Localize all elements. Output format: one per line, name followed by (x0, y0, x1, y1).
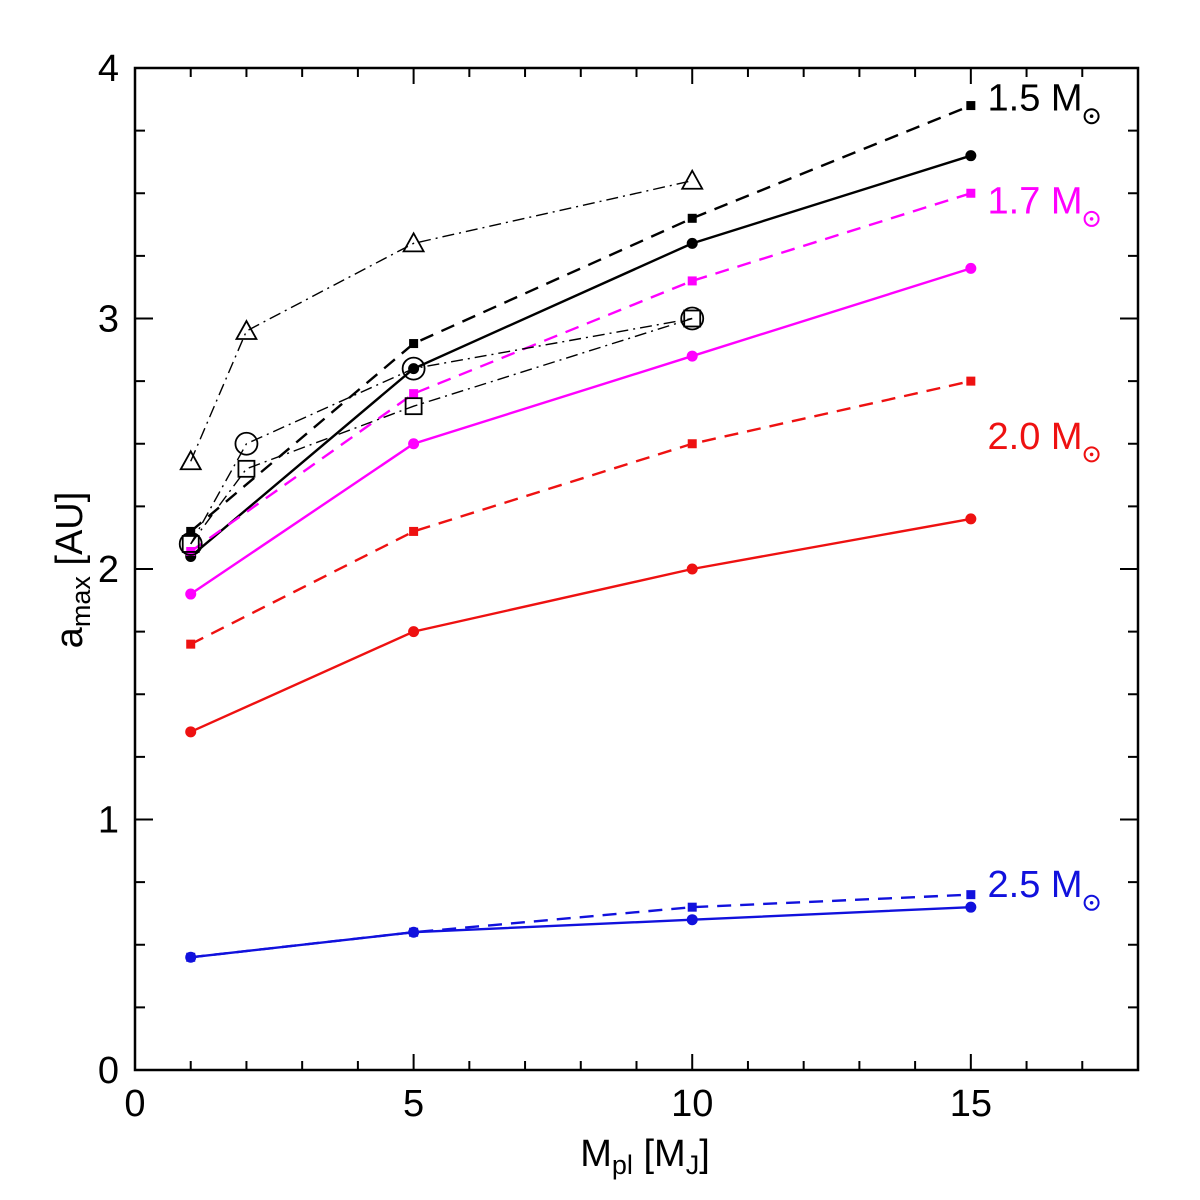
data-point (234, 319, 258, 340)
x-tick-label: 0 (124, 1083, 145, 1125)
x-axis-label-unit: M (654, 1133, 686, 1175)
data-point (234, 431, 259, 456)
series-label-red: 2.0 M (988, 416, 1100, 463)
series-line (190, 180, 693, 462)
series-line (190, 267, 972, 596)
data-point (181, 535, 200, 553)
y-tick-label: 4 (98, 48, 119, 90)
sun-symbol-icon (1083, 446, 1100, 463)
data-point (966, 376, 976, 386)
series-line (190, 379, 972, 646)
series-line (190, 517, 972, 733)
sun-symbol-dot (1089, 900, 1094, 905)
series-label-text: 2.0 M (988, 416, 1083, 458)
data-point (401, 356, 426, 381)
data-point (186, 526, 196, 536)
data-point (966, 188, 976, 198)
series-2-0-msun-solid (185, 513, 977, 738)
data-point (680, 168, 704, 190)
series-label-black: 1.5 M (988, 78, 1100, 125)
data-point (683, 309, 702, 328)
series-squares (181, 309, 702, 553)
x-axis-label: Mpl [MJ] (580, 1133, 710, 1180)
sun-symbol-dot (1089, 217, 1094, 221)
data-point (404, 397, 423, 416)
series-line (190, 317, 693, 545)
y-axis-label-unit: [AU] (49, 492, 91, 566)
data-point (687, 276, 697, 286)
data-point (686, 237, 698, 249)
x-tick-label: 15 (950, 1083, 992, 1125)
y-axis-label-sub: max (66, 576, 96, 628)
series-line (189, 104, 972, 533)
series-2-0-msun-dashed (186, 376, 976, 649)
data-point (185, 726, 197, 738)
data-point (687, 439, 697, 449)
data-point (686, 350, 698, 362)
sun-symbol-icon (1083, 108, 1100, 125)
series-label-blue: 2.5 M (988, 864, 1100, 911)
data-point (965, 901, 977, 913)
y-tick-label: 2 (98, 549, 119, 591)
sun-symbol-icon (1083, 894, 1100, 911)
series-1-7-msun-solid (185, 262, 977, 600)
data-point (408, 438, 420, 450)
data-point (965, 513, 977, 525)
data-point (185, 588, 197, 600)
data-point (178, 532, 203, 556)
group-labels: 1.5 M 1.7 M 2.0 M 2.5 M (988, 78, 1100, 911)
series-1-5-msun-dashed (186, 101, 976, 536)
series-layer (178, 101, 977, 963)
tick-labels: 0 5 10 15 0 1 2 3 4 (98, 48, 992, 1125)
data-point (409, 339, 419, 349)
data-point (409, 526, 419, 536)
data-point (965, 150, 977, 162)
series-line (190, 317, 693, 545)
data-point (686, 563, 698, 575)
x-tick-label: 10 (671, 1083, 713, 1125)
series-triangles (179, 168, 704, 471)
y-tick-label: 0 (98, 1050, 119, 1092)
plot-frame (133, 66, 1140, 1072)
data-point (687, 213, 697, 223)
x-tick-label: 5 (403, 1083, 424, 1125)
data-point (179, 449, 203, 471)
data-point (186, 639, 196, 649)
data-point (965, 262, 977, 274)
y-tick-label: 1 (98, 800, 119, 842)
data-point (409, 389, 419, 399)
data-point (402, 231, 426, 253)
data-point (408, 626, 420, 638)
series-label-text: 2.5 M (988, 864, 1083, 906)
data-point (408, 926, 420, 938)
series-line (190, 905, 971, 959)
series-line (190, 192, 972, 553)
series-label-magenta: 1.7 M (988, 180, 1100, 227)
series-circles (178, 306, 705, 556)
data-point (966, 890, 976, 900)
data-point (185, 951, 197, 963)
data-point (687, 902, 697, 912)
sun-symbol-icon (1083, 210, 1100, 227)
data-point (686, 914, 698, 926)
x-axis-label-unit-sub: J (686, 1150, 700, 1180)
sun-symbol-dot (1089, 114, 1094, 119)
sun-symbol-dot (1089, 452, 1094, 457)
series-2-5-msun-solid (185, 901, 977, 963)
data-point (680, 306, 705, 331)
y-axis-label-main: a (49, 626, 91, 648)
x-axis-label-main: M (580, 1133, 612, 1175)
series-label-text: 1.7 M (988, 180, 1083, 222)
data-point (966, 101, 976, 111)
y-axis-label: amax [AU] (49, 492, 96, 649)
series-line (189, 154, 972, 558)
x-axis-label-sub: pl (612, 1150, 633, 1180)
y-tick-label: 3 (98, 299, 119, 341)
data-point (237, 459, 256, 478)
series-label-text: 1.5 M (988, 78, 1083, 120)
